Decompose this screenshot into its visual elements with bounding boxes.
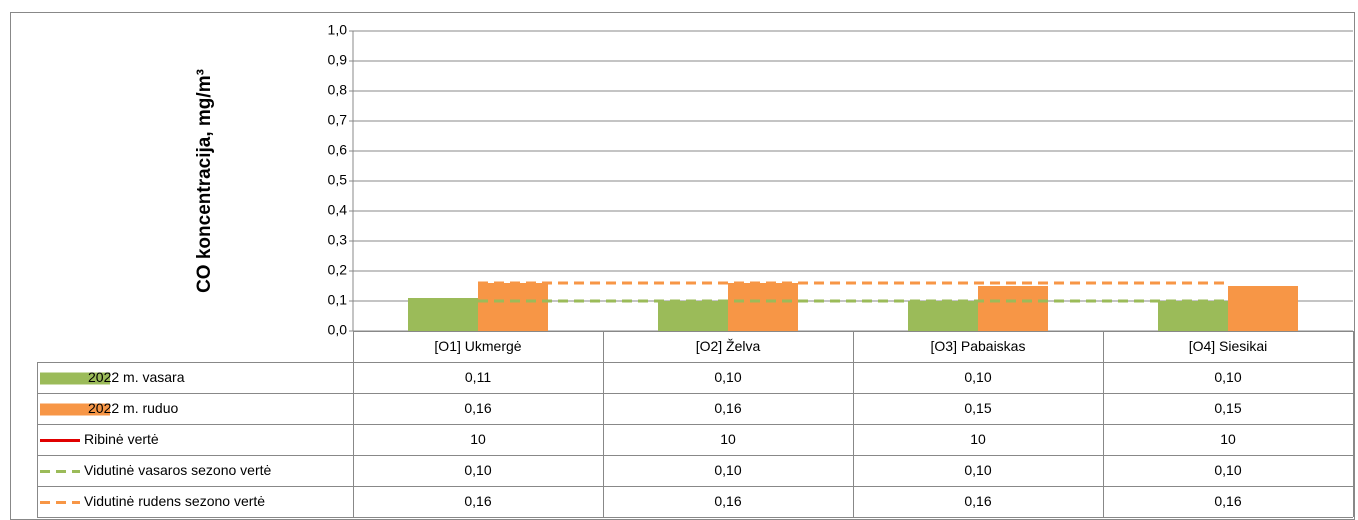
- y-tick-label: 0,0: [328, 322, 348, 338]
- table-value: 0,15: [964, 400, 991, 416]
- table-value: 10: [720, 431, 736, 447]
- legend-label: Vidutinė rudens sezono vertė: [84, 493, 265, 509]
- y-axis-title: CO koncentracija, mg/m³: [194, 69, 215, 293]
- legend-label: Ribinė vertė: [84, 431, 159, 447]
- y-tick-label: 0,3: [328, 232, 348, 248]
- legend-label: Vidutinė vasaros sezono vertė: [84, 462, 272, 478]
- table-value: 10: [970, 431, 986, 447]
- table-value: 0,10: [464, 462, 491, 478]
- table-value: 0,10: [1214, 369, 1241, 385]
- y-tick-label: 1,0: [328, 22, 348, 38]
- table-value: 0,16: [714, 493, 741, 509]
- table-value: 0,10: [964, 462, 991, 478]
- legend-label: 2022 m. vasara: [88, 369, 185, 385]
- x-tick-label: [O2] Želva: [696, 338, 761, 354]
- y-tick-label: 0,6: [328, 142, 348, 158]
- legend-swatch: [40, 403, 110, 416]
- bar: [728, 283, 798, 331]
- table-value: 0,11: [465, 369, 491, 385]
- x-tick-label: [O4] Siesikai: [1189, 338, 1268, 354]
- x-tick-label: [O1] Ukmergė: [434, 338, 521, 354]
- bar: [408, 298, 478, 331]
- y-tick-label: 0,9: [328, 52, 348, 68]
- bar: [1228, 286, 1298, 331]
- y-tick-label: 0,8: [328, 82, 348, 98]
- table-value: 0,10: [964, 369, 991, 385]
- y-tick-label: 0,1: [328, 292, 348, 308]
- y-tick-label: 0,5: [328, 172, 348, 188]
- x-tick-label: [O3] Pabaiskas: [931, 338, 1026, 354]
- bar: [1158, 301, 1228, 331]
- table-value: 10: [1220, 431, 1236, 447]
- table-value: 10: [470, 431, 486, 447]
- y-tick-label: 0,7: [328, 112, 348, 128]
- table-value: 0,16: [1214, 493, 1241, 509]
- table-value: 0,10: [714, 462, 741, 478]
- table-value: 0,16: [964, 493, 991, 509]
- y-tick-label: 0,4: [328, 202, 348, 218]
- table-value: 0,15: [1214, 400, 1241, 416]
- table-value: 0,10: [714, 369, 741, 385]
- legend-swatch: [40, 372, 110, 385]
- bar: [658, 301, 728, 331]
- bar: [978, 286, 1048, 331]
- table-value: 0,16: [464, 493, 491, 509]
- bar: [478, 283, 548, 331]
- bar: [908, 301, 978, 331]
- plot-area: [408, 281, 1298, 331]
- legend-label: 2022 m. ruduo: [88, 400, 178, 416]
- table-value: 0,16: [464, 400, 491, 416]
- table-value: 0,10: [1214, 462, 1241, 478]
- y-tick-label: 0,2: [328, 262, 348, 278]
- table-value: 0,16: [714, 400, 741, 416]
